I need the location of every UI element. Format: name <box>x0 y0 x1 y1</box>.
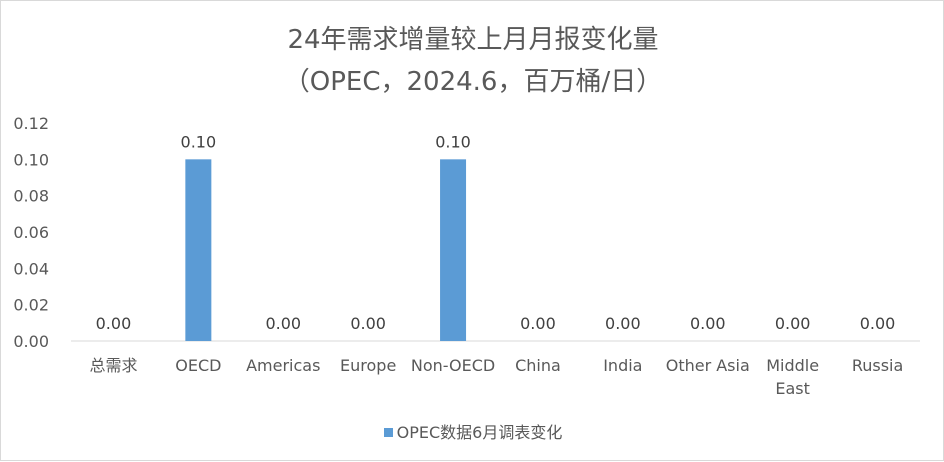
legend-label: OPEC数据6月调表变化 <box>396 423 563 442</box>
x-tick-label: Americas <box>246 356 320 375</box>
data-label: 0.00 <box>265 314 301 333</box>
x-tick-label: Non-OECD <box>411 356 495 375</box>
x-tick-label: Europe <box>340 356 396 375</box>
x-tick-label: Russia <box>852 356 903 375</box>
x-axis: 总需求 OECD Americas Europe Non-OECD China India O… <box>89 356 903 398</box>
x-tick-label: China <box>515 356 561 375</box>
y-tick-label: 0.02 <box>13 296 49 315</box>
x-tick-label: Middle <box>766 356 819 375</box>
y-tick-label: 0.08 <box>13 187 49 206</box>
chart-subtitle: （OPEC，2024.6，百万桶/日） <box>283 67 663 97</box>
legend-swatch <box>383 428 393 437</box>
data-label: 0.00 <box>860 314 896 333</box>
y-axis: 0.00 0.02 0.04 0.06 0.08 0.10 0.12 <box>13 114 49 351</box>
data-label: 0.00 <box>350 314 386 333</box>
y-tick-label: 0.10 <box>13 150 49 169</box>
data-labels: 0.00 0.10 0.00 0.00 0.10 0.00 0.00 0.00 0.00 0.00 <box>96 132 896 333</box>
data-label: 0.00 <box>690 314 726 333</box>
x-tick-label: Other Asia <box>666 356 750 375</box>
y-tick-label: 0.04 <box>13 259 49 278</box>
data-label: 0.00 <box>775 314 811 333</box>
data-label: 0.00 <box>520 314 556 333</box>
data-label: 0.00 <box>605 314 641 333</box>
legend: OPEC数据6月调表变化 <box>1 419 944 443</box>
x-tick-label: East <box>775 379 810 398</box>
x-tick-label: OECD <box>175 356 221 375</box>
chart-title: 24年需求增量较上月月报变化量 <box>287 25 659 55</box>
x-tick-label: 总需求 <box>89 356 137 375</box>
y-tick-label: 0.06 <box>13 223 49 242</box>
bar-series <box>185 159 467 341</box>
bar <box>440 159 467 341</box>
y-tick-label: 0.00 <box>13 332 49 351</box>
data-label: 0.00 <box>96 314 132 333</box>
data-label: 0.10 <box>181 132 217 151</box>
data-label: 0.10 <box>435 132 471 151</box>
bar <box>185 159 212 341</box>
x-tick-label: India <box>603 356 642 375</box>
y-tick-label: 0.12 <box>13 114 49 133</box>
